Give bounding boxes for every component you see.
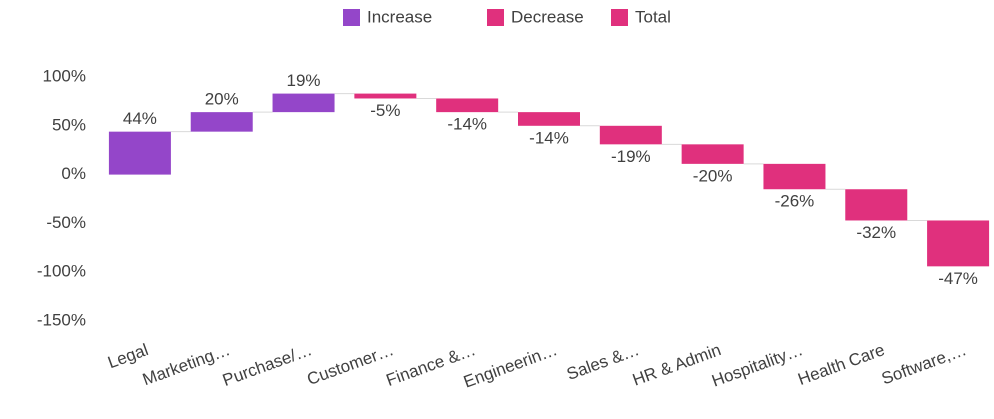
- y-tick-label: -150%: [37, 310, 86, 329]
- value-label: -32%: [856, 223, 896, 242]
- y-tick-label: -50%: [46, 213, 86, 232]
- y-tick-label: 50%: [52, 115, 86, 134]
- y-tick-label: 100%: [43, 66, 86, 85]
- x-tick-label: Marketing…: [140, 340, 233, 389]
- value-label: -19%: [611, 147, 651, 166]
- x-tick-label: Software,…: [879, 340, 969, 388]
- bar: [436, 98, 499, 113]
- legend-label: Total: [635, 7, 671, 26]
- x-tick-label: HR & Admin: [630, 340, 724, 390]
- x-tick-label: Sales &…: [564, 340, 642, 384]
- value-label: -14%: [447, 115, 487, 134]
- x-tick-label: Customer…: [305, 340, 397, 389]
- value-label: -20%: [693, 166, 733, 185]
- legend-swatch: [487, 9, 504, 26]
- bar: [927, 220, 990, 267]
- value-label: -26%: [775, 192, 815, 211]
- bar: [681, 144, 744, 164]
- legend-label: Decrease: [511, 7, 584, 26]
- x-tick-label: Health Care: [795, 340, 887, 389]
- legend-label: Increase: [367, 7, 432, 26]
- value-label: -5%: [370, 101, 400, 120]
- bar: [845, 189, 908, 221]
- legend-swatch: [611, 9, 628, 26]
- legend-swatch: [343, 9, 360, 26]
- value-label: 44%: [123, 109, 157, 128]
- bar: [354, 93, 417, 99]
- y-tick-label: -100%: [37, 262, 86, 281]
- bar: [518, 112, 580, 126]
- x-tick-label: Engineerin…: [461, 340, 560, 391]
- bar: [763, 163, 826, 190]
- bar: [108, 131, 171, 175]
- x-tick-label: Purchase/…: [220, 340, 314, 390]
- bar: [272, 93, 335, 113]
- y-tick-label: 0%: [61, 164, 86, 183]
- value-label: 19%: [287, 71, 321, 90]
- x-tick-label: Legal: [105, 340, 151, 372]
- value-label: -47%: [938, 269, 978, 288]
- value-label: -14%: [529, 128, 569, 147]
- x-tick-label: Hospitality…: [709, 340, 805, 390]
- bar: [190, 112, 253, 132]
- value-label: 20%: [205, 90, 239, 109]
- bar: [599, 125, 662, 145]
